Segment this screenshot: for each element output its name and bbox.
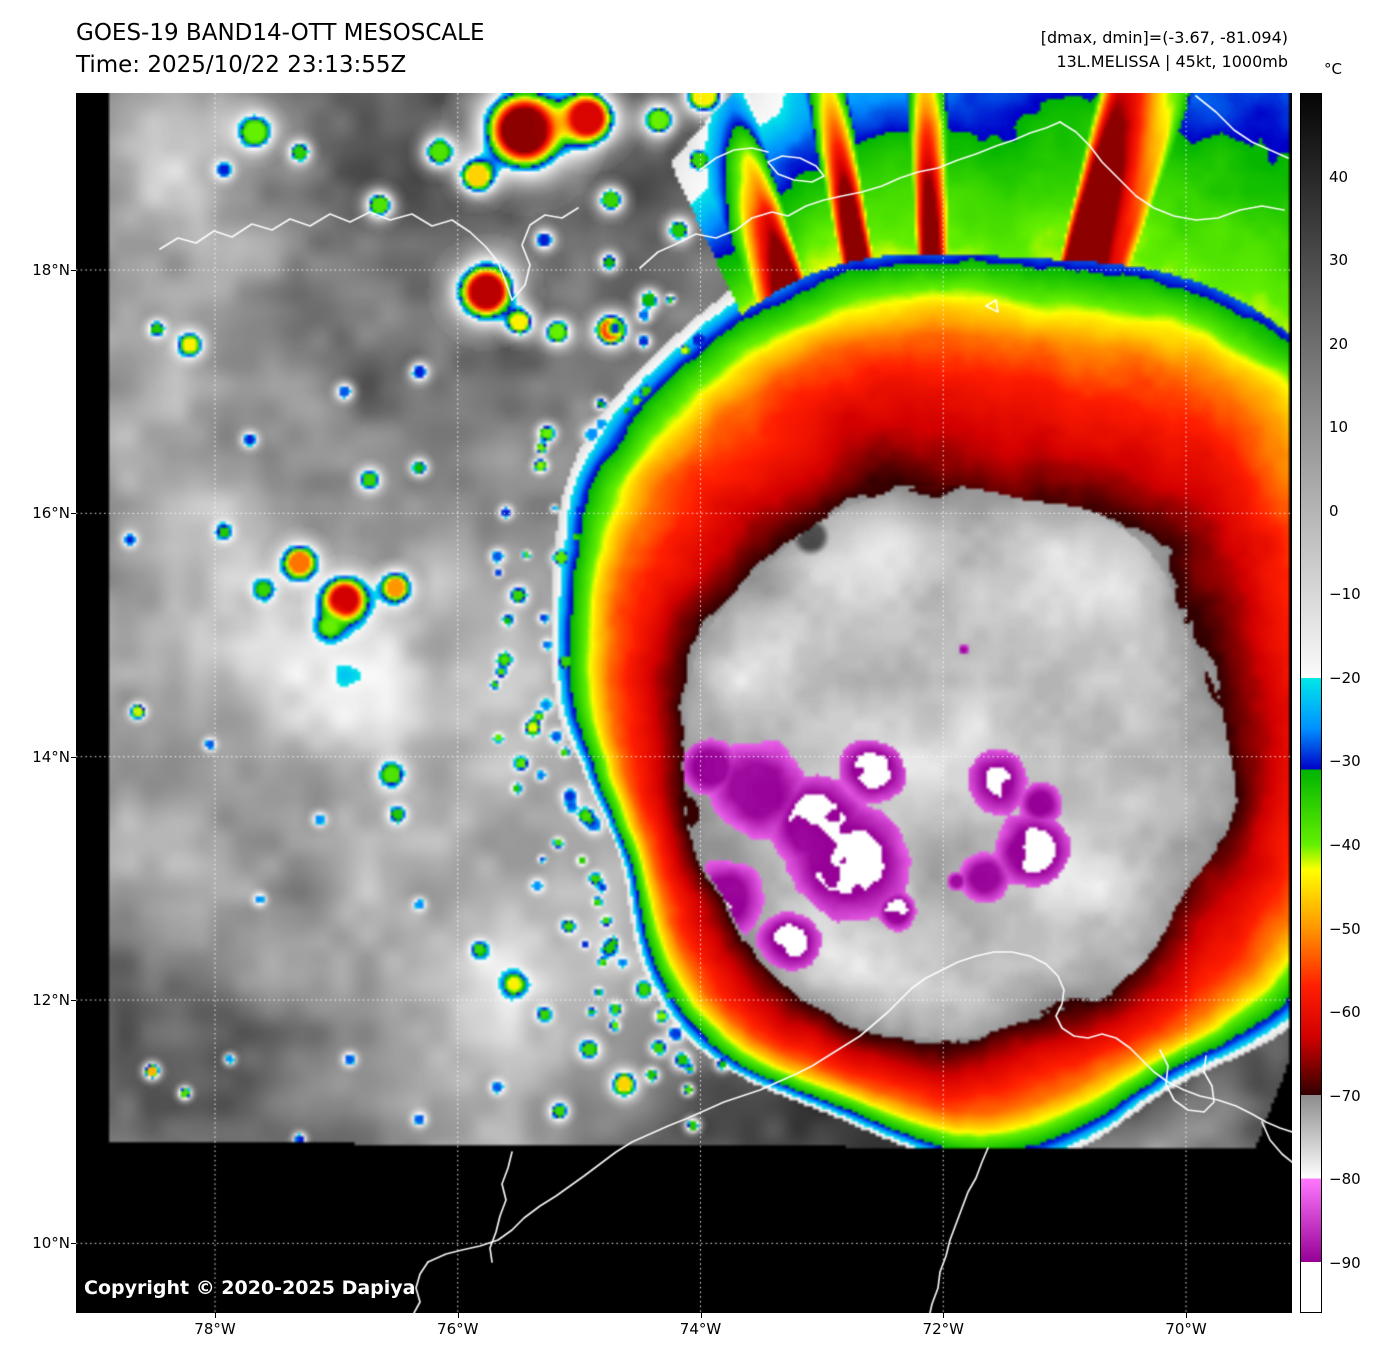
axis-tick	[71, 513, 76, 515]
range-info: [dmax, dmin]=(-3.67, -81.094)	[1040, 28, 1288, 47]
colorbar-tick-label: −10	[1329, 585, 1361, 604]
lat-tick-label: 16°N	[32, 504, 70, 523]
colorbar-tick-label: 30	[1329, 251, 1349, 270]
axis-tick	[457, 1313, 459, 1318]
lat-tick-label: 14°N	[32, 747, 70, 766]
colorbar-tick-label: −80	[1329, 1170, 1361, 1189]
colorbar-unit-label: °C	[1324, 60, 1342, 78]
colorbar-tick-label: −90	[1329, 1253, 1361, 1272]
axis-tick	[700, 1313, 702, 1318]
colorbar-tick-label: −50	[1329, 919, 1361, 938]
axis-tick	[71, 1000, 76, 1002]
header-stats: [dmax, dmin]=(-3.67, -81.094) 13L.MELISS…	[1041, 26, 1288, 74]
copyright-label: Copyright © 2020-2025 Dapiya	[84, 1277, 416, 1299]
colorbar-tick-label: −60	[1329, 1003, 1361, 1022]
lon-tick-label: 76°W	[437, 1320, 479, 1338]
page-title: GOES-19 BAND14-OTT MESOSCALE	[76, 20, 485, 46]
map: Copyright © 2020-2025 Dapiya	[76, 93, 1292, 1313]
axis-tick	[71, 270, 76, 271]
lon-tick-label: 70°W	[1165, 1320, 1207, 1338]
lon-tick-label: 72°W	[922, 1320, 964, 1338]
colorbar-tick-label: −20	[1329, 668, 1361, 687]
colorbar-tick-label: −70	[1329, 1086, 1361, 1105]
colorbar-gradient	[1300, 93, 1322, 1313]
axis-tick	[215, 1313, 216, 1318]
axis-tick	[71, 1243, 76, 1245]
lat-tick-label: 12°N	[32, 991, 70, 1010]
storm-info: 13L.MELISSA | 45kt, 1000mb	[1056, 52, 1288, 71]
colorbar-tick-label: −30	[1329, 752, 1361, 771]
time-label: Time: 2025/10/22 23:13:55Z	[76, 52, 407, 78]
lat-tick-label: 10°N	[32, 1234, 70, 1253]
axis-tick	[1186, 1313, 1187, 1318]
satellite-image	[76, 93, 1292, 1313]
axis-tick	[943, 1313, 945, 1318]
colorbar-tick-label: 0	[1329, 501, 1339, 520]
lat-tick-label: 18°N	[32, 261, 70, 279]
colorbar-tick-label: −40	[1329, 836, 1361, 855]
lon-tick-label: 78°W	[194, 1320, 236, 1338]
lon-tick-label: 74°W	[679, 1320, 722, 1338]
colorbar-tick-label: 40	[1329, 167, 1349, 186]
colorbar-tick-label: 20	[1329, 334, 1349, 353]
colorbar-tick-label: 10	[1329, 418, 1349, 437]
axis-tick	[71, 756, 76, 758]
